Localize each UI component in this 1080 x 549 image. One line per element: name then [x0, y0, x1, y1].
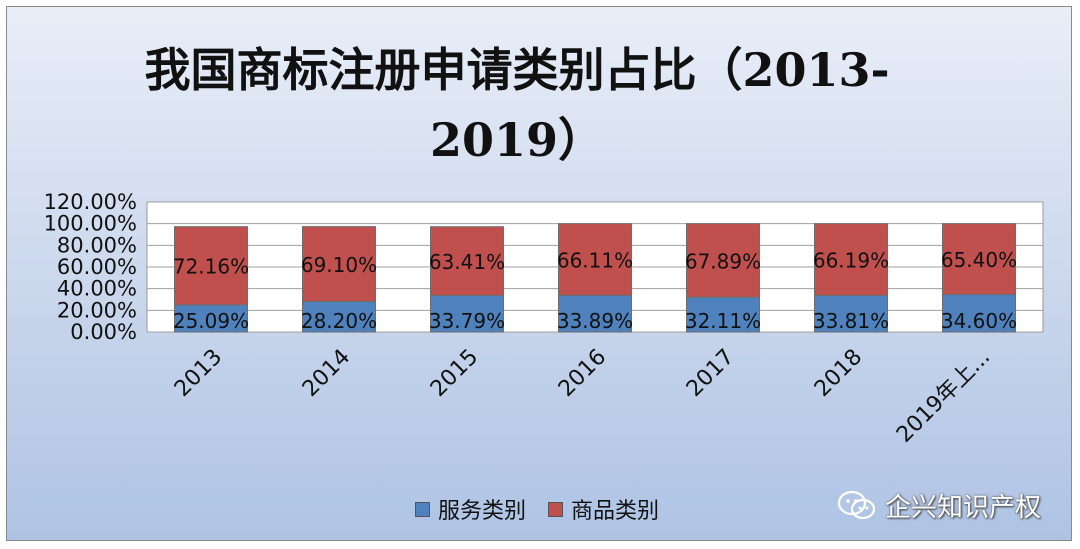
- x-tick-label: 2018: [810, 345, 867, 402]
- legend-swatch-service: [415, 501, 430, 517]
- data-label: 63.41%: [429, 250, 505, 274]
- y-tick-label: 20.00%: [57, 298, 137, 322]
- data-label: 66.11%: [557, 248, 633, 272]
- data-label: 67.89%: [685, 249, 761, 273]
- bar-goods: [430, 226, 504, 296]
- bar-service: [430, 294, 504, 333]
- data-label: 28.20%: [301, 309, 377, 333]
- chart-frame: 我国商标注册申请类别占比（2013-2019） 0.00% 20.00% 40.00…: [6, 6, 1072, 541]
- data-label: 33.81%: [813, 309, 889, 333]
- bar-service: [814, 294, 888, 333]
- legend-label-service: 服务类别: [438, 499, 527, 524]
- data-label: 33.89%: [557, 309, 633, 333]
- y-tick-label: 120.00%: [44, 190, 137, 214]
- legend-swatch-goods: [548, 501, 564, 517]
- legend-item-service: 服务类别: [415, 493, 526, 525]
- data-label: 33.79%: [429, 309, 505, 333]
- y-tick-label: 100.00%: [44, 212, 137, 236]
- x-tick-label: 2017: [682, 345, 739, 402]
- bar-goods: [814, 223, 888, 296]
- legend-item-goods: 商品类别: [548, 493, 659, 525]
- data-label: 72.16%: [173, 255, 249, 279]
- y-tick-label: 60.00%: [57, 255, 137, 279]
- wechat-icon: [837, 490, 876, 519]
- watermark-text: 企兴知识产权: [884, 493, 1041, 523]
- data-label: 66.19%: [813, 249, 889, 273]
- data-label: 69.10%: [301, 253, 377, 277]
- data-label: 34.60%: [941, 309, 1017, 333]
- x-tick-label: 2014: [298, 345, 355, 402]
- x-tick-label: 2016: [554, 345, 611, 402]
- x-tick-label: 2019年上...: [892, 345, 995, 448]
- bar-service: [558, 294, 632, 333]
- bar-goods: [686, 223, 760, 298]
- chart-legend: 服务类别 商品类别: [415, 493, 681, 525]
- y-tick-label: 40.00%: [57, 277, 137, 301]
- chart-plot: 0.00%20.00%40.00%60.00%80.00%100.00%120.…: [44, 190, 1044, 448]
- bar-goods: [302, 226, 376, 302]
- chart-title: 我国商标注册申请类别占比（2013-2019）: [144, 43, 890, 167]
- data-label: 25.09%: [173, 309, 249, 333]
- bar-goods: [942, 223, 1016, 296]
- bar-service: [302, 300, 376, 333]
- legend-label-goods: 商品类别: [571, 499, 660, 524]
- data-label: 65.40%: [941, 248, 1017, 272]
- bar-goods: [558, 223, 632, 296]
- bar-service: [686, 296, 760, 333]
- x-tick-label: 2015: [426, 345, 483, 402]
- y-tick-label: 80.00%: [57, 233, 137, 257]
- data-label: 32.11%: [685, 309, 761, 333]
- x-tick-label: 2013: [170, 345, 227, 402]
- bar-goods: [174, 226, 248, 306]
- bar-service: [174, 304, 248, 333]
- watermark: 企兴知识产权: [837, 487, 1041, 524]
- y-tick-label: 0.00%: [70, 320, 137, 344]
- bar-service: [942, 294, 1016, 333]
